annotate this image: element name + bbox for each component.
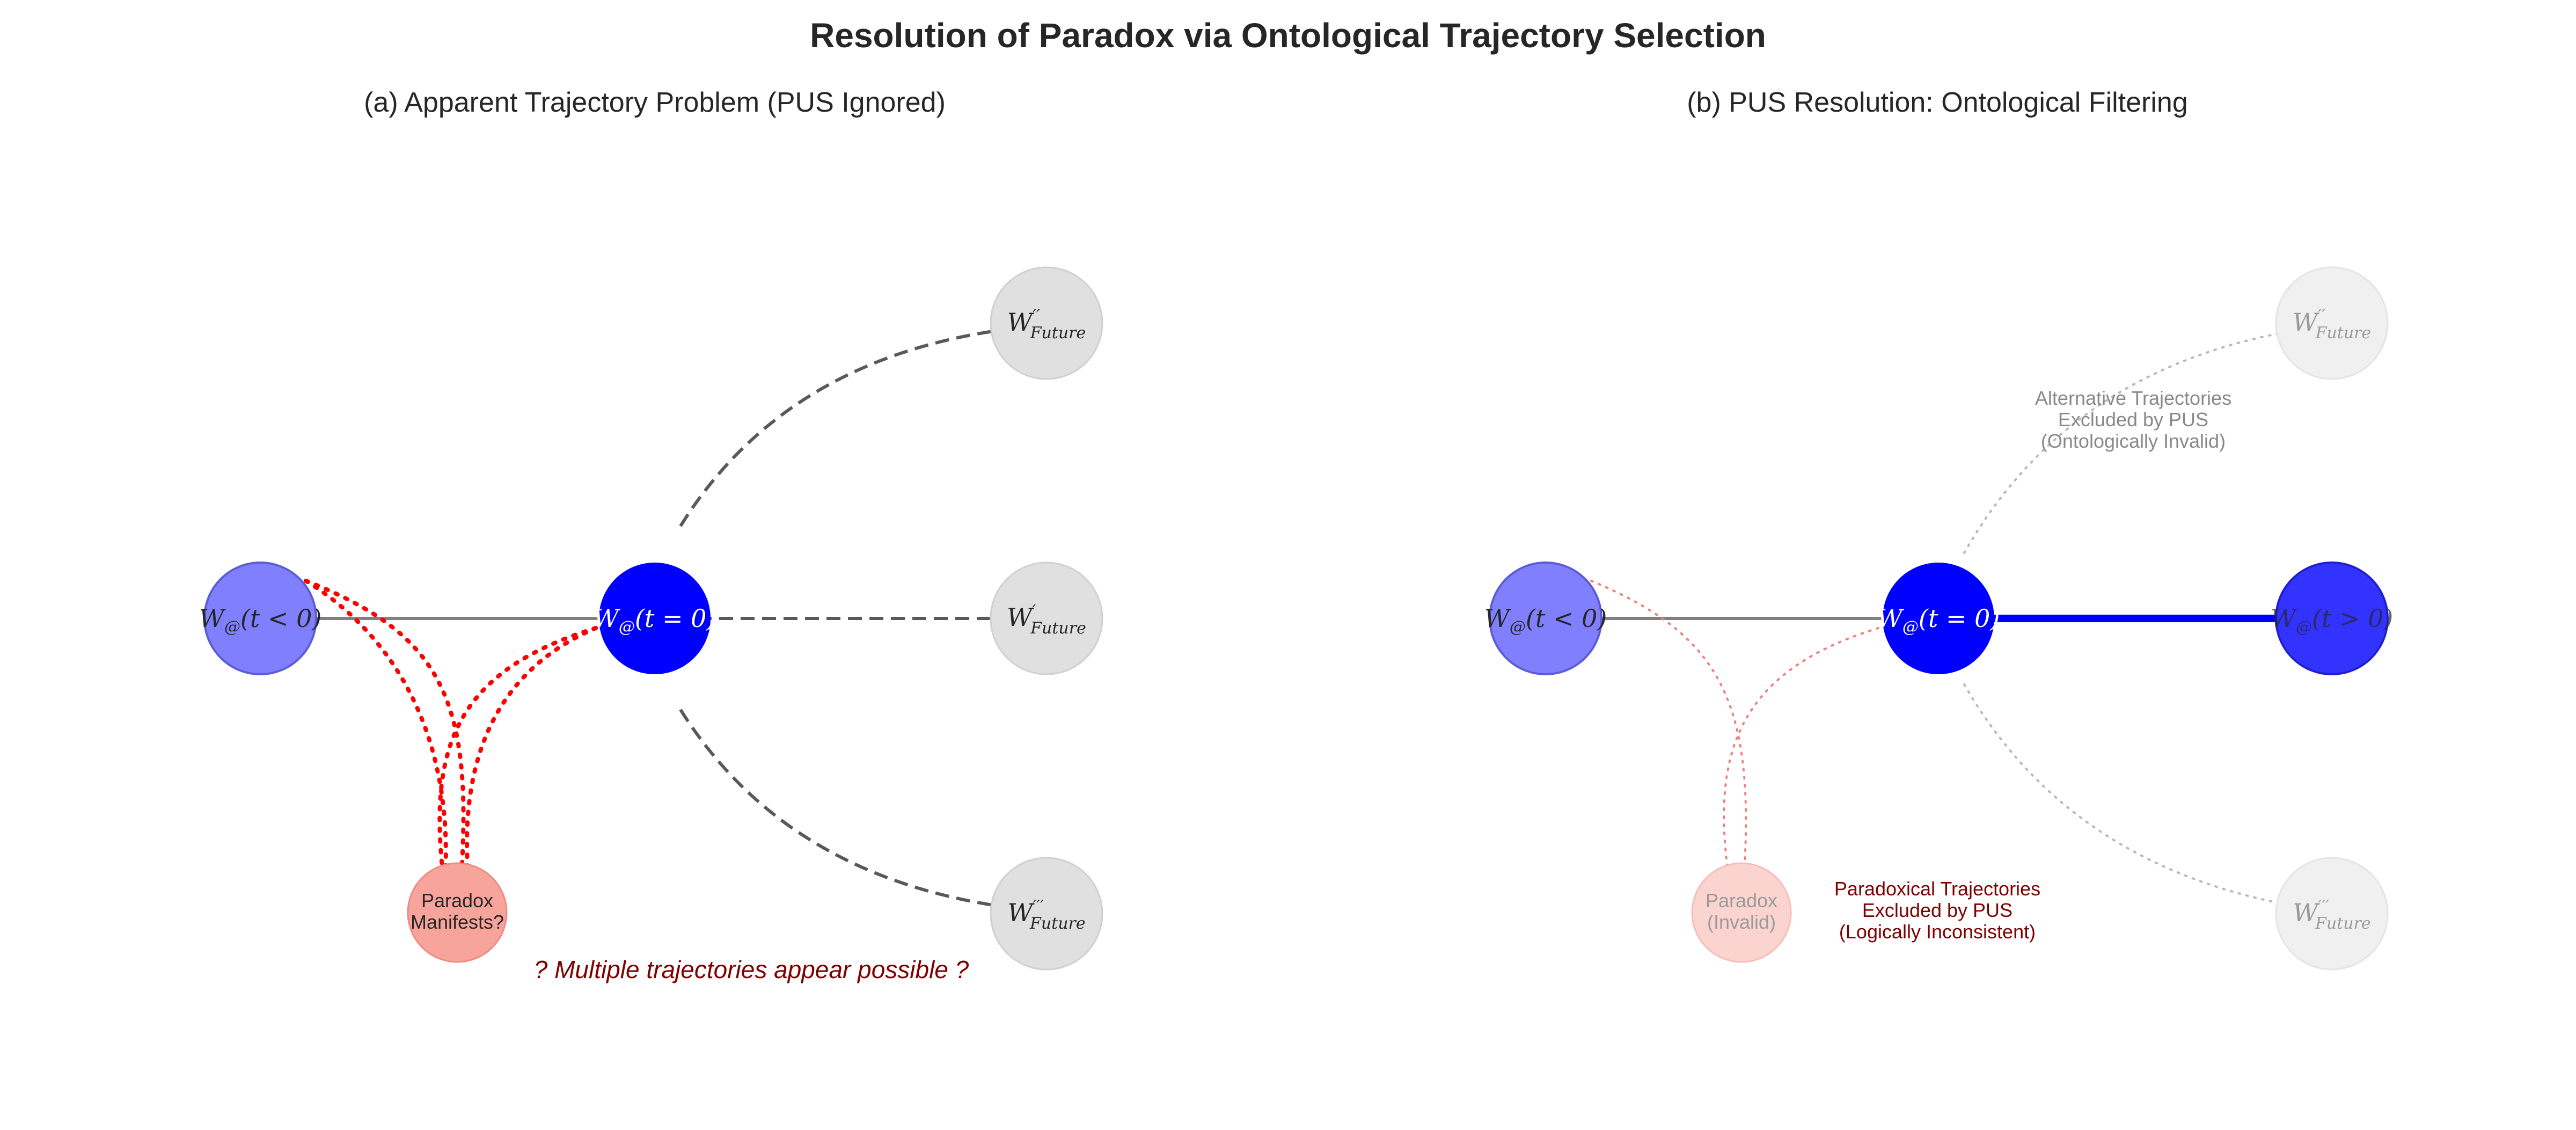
panel-a: (a) Apparent Trajectory Problem (PUS Ign…: [199, 87, 1103, 983]
panel-b-title: (b) PUS Resolution: Ontological Filterin…: [1687, 87, 2188, 118]
panel-b-paradox-loop-2: [1723, 627, 1879, 873]
panel-b-node-actual: W@(t > 0): [2271, 562, 2394, 675]
panel-b-annotation-alternative: Alternative Trajectories Excluded by PUS…: [2035, 387, 2231, 452]
svg-text:Excluded by PUS: Excluded by PUS: [2058, 409, 2208, 431]
panel-a-paradox-loop-4: [465, 626, 598, 874]
panel-b: (b) PUS Resolution: Ontological Filterin…: [1484, 87, 2394, 971]
svg-text:W@(t = 0): W@(t = 0): [594, 604, 716, 637]
svg-text:Paradox: Paradox: [1706, 890, 1777, 912]
svg-text:W′′Future: W′′ Future: [1007, 307, 1086, 342]
svg-text:W′′′Future: W′′′ Future: [2293, 897, 2370, 933]
panel-a-paradox-loop-2: [304, 579, 448, 874]
panel-a-annotation: ? Multiple trajectories appear possible …: [534, 956, 969, 983]
panel-a-node-past: W@(t < 0): [199, 562, 322, 675]
panel-b-annotation-paradoxical: Paradoxical Trajectories Excluded by PUS…: [1834, 878, 2040, 943]
svg-text:Excluded by PUS: Excluded by PUS: [1862, 899, 2012, 921]
svg-text:W@(t < 0): W@(t < 0): [199, 604, 322, 637]
panel-a-paradox-loop-1: [304, 579, 466, 874]
svg-text:W′′′Future: W′′′ Future: [1007, 897, 1085, 933]
panel-a-node-future-bot: W′′′ Future: [990, 857, 1103, 971]
panel-a-node-present: W@(t = 0): [594, 563, 716, 674]
panel-b-edge-present-future-bot: [1963, 683, 2333, 913]
panel-a-paradox-loop-3: [437, 626, 598, 874]
svg-text:W′′Future: W′′ Future: [2293, 307, 2372, 342]
svg-text:W′Future: W′ Future: [1007, 602, 1086, 638]
panel-b-node-paradox: Paradox (Invalid): [1691, 862, 1792, 963]
panel-b-node-past: W@(t < 0): [1484, 562, 1607, 675]
svg-text:(Logically Inconsistent): (Logically Inconsistent): [1839, 921, 2036, 943]
panel-b-node-present: W@(t = 0): [1877, 563, 2000, 674]
panel-b-node-future-bot: W′′′ Future: [2275, 857, 2389, 971]
svg-text:(Invalid): (Invalid): [1707, 911, 1776, 933]
panel-a-node-future-mid: W′ Future: [990, 562, 1103, 675]
svg-text:W@(t = 0): W@(t = 0): [1877, 604, 2000, 637]
svg-text:(Ontologically Invalid): (Ontologically Invalid): [2041, 430, 2226, 452]
panel-a-node-paradox: Paradox Manifests?: [407, 862, 508, 963]
svg-text:Manifests?: Manifests?: [411, 911, 504, 933]
svg-text:Alternative Trajectories: Alternative Trajectories: [2035, 387, 2231, 409]
svg-text:W@(t > 0): W@(t > 0): [2271, 604, 2394, 637]
svg-text:W@(t < 0): W@(t < 0): [1484, 604, 1607, 637]
panel-b-node-future-top: W′′ Future: [2275, 266, 2389, 380]
panel-b-paradox-loop-1: [1590, 580, 1747, 873]
svg-text:Paradox: Paradox: [421, 890, 493, 912]
panel-b-edge-present-future-top: [1963, 324, 2333, 554]
panel-a-node-future-top: W′′ Future: [990, 266, 1103, 380]
figure-title: Resolution of Paradox via Ontological Tr…: [810, 16, 1766, 55]
svg-text:Paradoxical Trajectories: Paradoxical Trajectories: [1834, 878, 2040, 900]
panel-a-title: (a) Apparent Trajectory Problem (PUS Ign…: [364, 87, 946, 118]
panel-a-edge-present-future-bot: [679, 709, 1047, 913]
panel-a-edge-present-future-top: [679, 324, 1047, 527]
